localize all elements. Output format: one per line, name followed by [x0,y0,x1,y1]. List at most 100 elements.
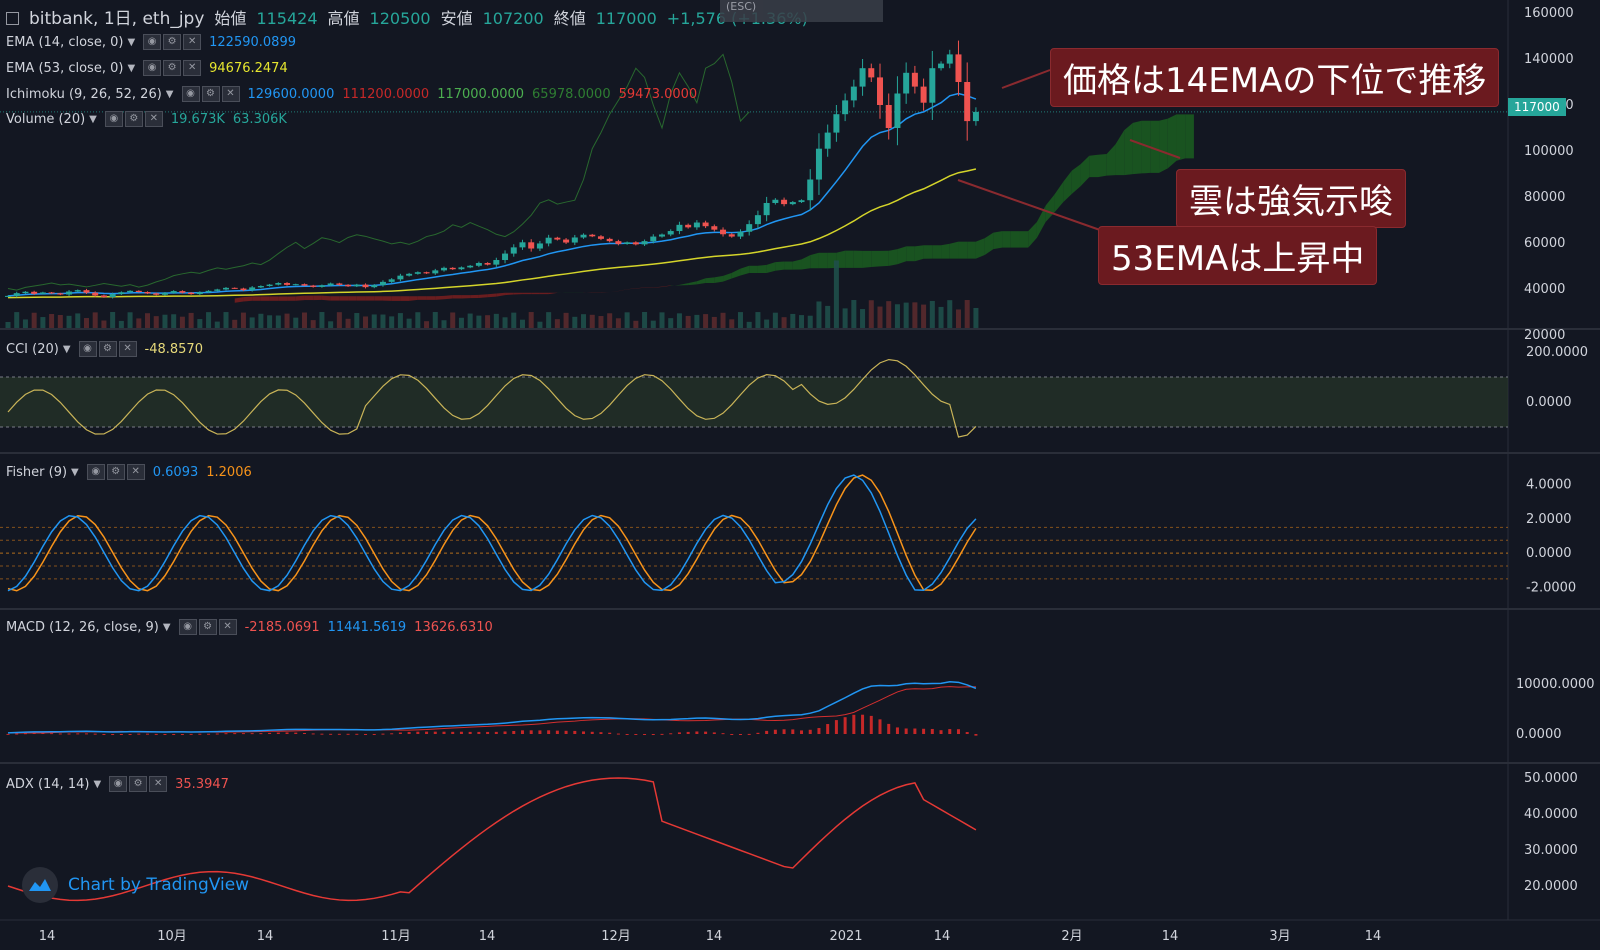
tradingview-logo-icon [22,867,58,903]
ichimoku-cloud-segment [461,295,471,299]
gear-icon[interactable]: ⚙ [129,776,148,792]
eye-icon[interactable]: ◉ [143,60,162,76]
candle-body [868,68,875,78]
volume-bar [467,313,473,328]
candle-body [406,273,413,276]
gear-icon[interactable]: ⚙ [163,60,182,76]
macd-histogram-bar [425,731,429,734]
macd-histogram-bar [547,730,551,734]
ichimoku-cloud-segment [1167,114,1177,169]
ichimoku-cloud-segment [348,296,357,301]
macd-histogram-bar [84,733,88,735]
volume-bar [589,314,595,328]
candle-body [92,292,99,296]
gear-icon[interactable]: ⚙ [124,111,143,127]
close-icon[interactable]: ✕ [118,341,137,357]
macd-line [7,680,977,734]
gear-icon[interactable]: ⚙ [201,86,220,102]
eye-icon[interactable]: ◉ [178,619,197,635]
time-axis-tick: 2月 [1061,929,1082,944]
chevron-down-icon[interactable]: ▼ [62,343,71,355]
ichimoku-cloud-segment [688,281,697,286]
macd-histogram-bar [599,732,603,734]
ichimoku-cloud-segment [723,272,732,282]
chevron-down-icon[interactable]: ▼ [127,62,136,74]
chevron-down-icon[interactable]: ▼ [89,113,97,125]
gear-icon[interactable]: ⚙ [106,464,125,480]
macd-histogram-bar [878,719,882,734]
eye-icon[interactable]: ◉ [104,111,123,127]
macd-histogram-bar [128,733,132,735]
legend-ichimoku: Ichimoku (9, 26, 52, 26) ▼ ◉ ⚙ ✕ 129600.000… [6,86,697,102]
ichimoku-cloud-segment [409,296,418,301]
volume-bar [833,260,839,328]
legend-ema53: EMA (53, close, 0) ▼ ◉ ⚙ ✕ 94676.2474 [6,60,288,76]
chevron-down-icon[interactable]: ▼ [93,778,102,790]
close-icon[interactable]: ✕ [221,86,240,102]
macd-histogram-bar [538,730,542,734]
time-axis-tick: 2021 [829,929,862,944]
ichimoku-cloud-segment [853,250,863,268]
candle-body [257,286,264,288]
symbol-name[interactable]: bitbank, 1日, eth_jpy [29,9,205,29]
legend-ichimoku-kijun: 111200.0000 [342,86,430,102]
candle-body [118,292,125,295]
volume-bar [624,312,630,328]
volume-bar [371,314,377,328]
esc-hint[interactable]: (ESC) [720,0,883,22]
ichimoku-cloud-segment [731,268,741,279]
legend-fisher-value: 0.6093 [152,464,199,480]
ichimoku-cloud-segment [1106,144,1116,176]
close-icon[interactable]: ✕ [149,776,168,792]
ichimoku-cloud-segment [1036,205,1046,238]
eye-icon[interactable]: ◉ [143,34,162,50]
eye-icon[interactable]: ◉ [181,86,200,102]
close-icon[interactable]: ✕ [183,34,202,50]
close-icon[interactable]: ✕ [218,619,237,635]
macd-histogram-bar [172,734,176,735]
candle-body [5,295,11,297]
candle-body [597,236,604,239]
macd-axis-tick: 0.0000 [1516,727,1562,742]
macd-histogram-bar [259,733,263,735]
legend-cci: CCI (20) ▼ ◉ ⚙ ✕ -48.8570 [6,341,203,357]
gear-icon[interactable]: ⚙ [163,34,182,50]
ichimoku-cloud-segment [374,296,383,301]
close-icon[interactable]: ✕ [144,111,163,127]
legend-volume-ma: 63.306K [232,111,287,127]
close-icon[interactable]: ✕ [126,464,145,480]
gear-icon[interactable]: ⚙ [98,341,117,357]
collapse-icon[interactable] [6,12,19,25]
legend-controls: ◉ ⚙ ✕ [78,341,137,357]
ichimoku-cloud-segment [513,292,523,295]
chevron-down-icon[interactable]: ▼ [162,621,171,633]
ichimoku-cloud-segment [1045,194,1055,222]
ichimoku-cloud-segment [609,290,619,293]
ichimoku-cloud-segment [1002,231,1011,248]
volume-bar [772,312,778,328]
candle-body [702,222,709,227]
time-axis-tick: 14 [1162,929,1179,944]
ichimoku-cloud-segment [400,296,410,301]
gear-icon[interactable]: ⚙ [198,619,217,635]
chevron-down-icon[interactable]: ▼ [71,466,79,478]
tradingview-watermark[interactable]: Chart by TradingView [22,867,249,903]
volume-bar [563,312,569,328]
chevron-down-icon[interactable]: ▼ [165,88,174,100]
chevron-down-icon[interactable]: ▼ [127,36,136,48]
time-axis-tick: 12月 [601,929,631,944]
ichimoku-cloud-segment [932,245,942,259]
ichimoku-cloud-segment [1028,221,1037,248]
eye-icon[interactable]: ◉ [78,341,97,357]
eye-icon[interactable]: ◉ [86,464,105,480]
ichimoku-cloud-segment [487,293,497,298]
eye-icon[interactable]: ◉ [109,776,128,792]
macd-histogram-bar [311,733,315,735]
ichimoku-cloud-segment [914,245,924,262]
volume-bar [258,313,264,328]
candle-body [676,224,683,232]
close-icon[interactable]: ✕ [183,60,202,76]
candle-body [632,242,639,245]
ichimoku-cloud-segment [234,297,244,303]
volume-bar [197,319,203,328]
